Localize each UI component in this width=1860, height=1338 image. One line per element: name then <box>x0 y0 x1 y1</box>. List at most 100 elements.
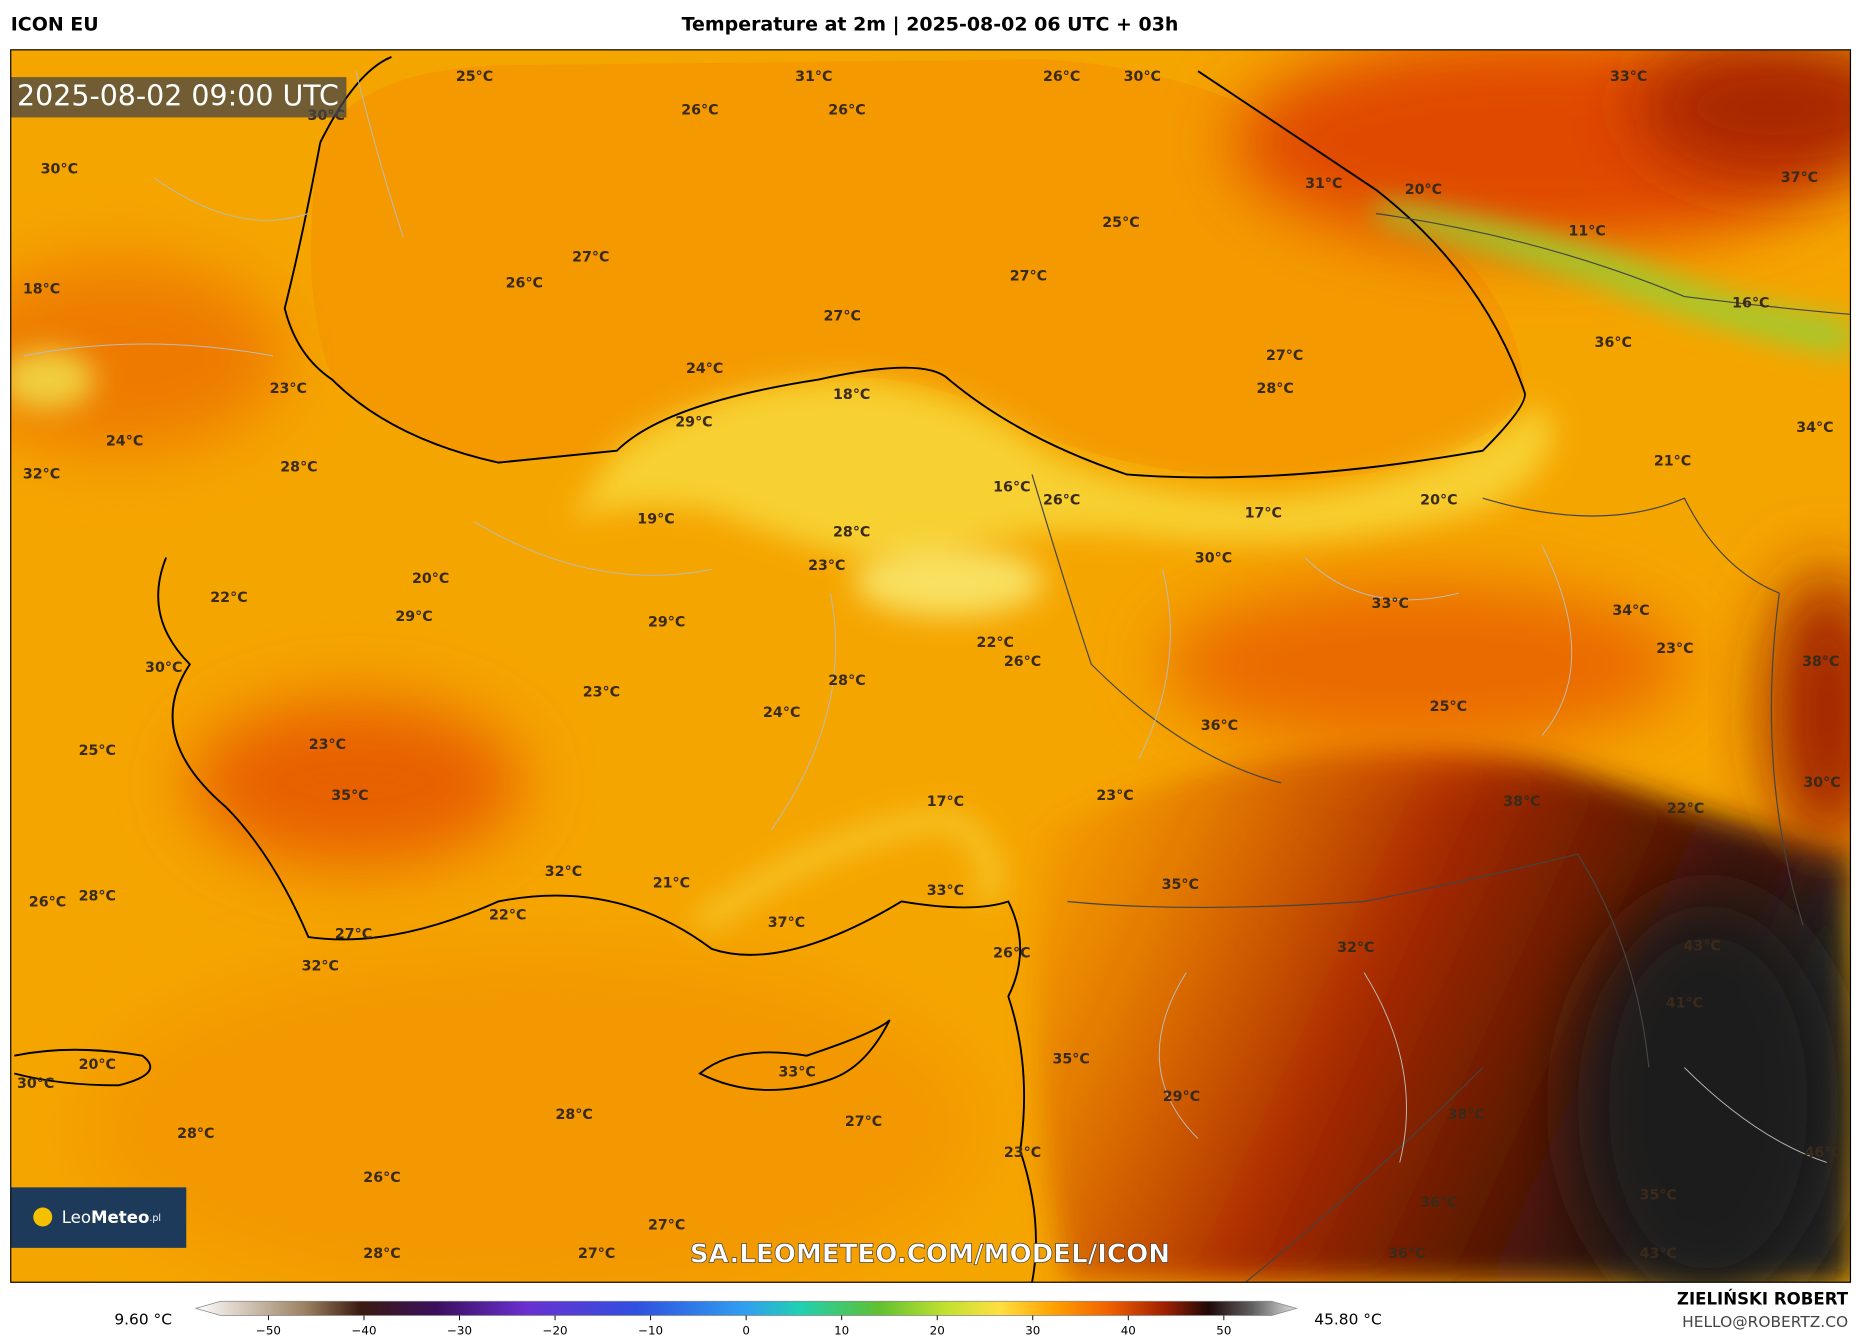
temperature-label: 31°C <box>1305 176 1342 192</box>
temperature-label: 26°C <box>1004 654 1041 670</box>
temperature-label: 25°C <box>1430 699 1467 715</box>
temperature-label: 20°C <box>412 571 449 587</box>
temperature-label: 29°C <box>1163 1089 1200 1105</box>
time-box <box>10 77 347 118</box>
temperature-label: 38°C <box>1802 654 1839 670</box>
temperature-label: 24°C <box>106 433 143 449</box>
temperature-label: 33°C <box>1610 69 1647 85</box>
temperature-label: 26°C <box>506 275 543 291</box>
temperature-label: 27°C <box>845 1114 882 1130</box>
temperature-label: 27°C <box>578 1246 615 1262</box>
temperature-label: 30°C <box>1803 775 1840 791</box>
temperature-label: 32°C <box>23 466 60 482</box>
temperature-label: 17°C <box>1245 506 1282 522</box>
temperature-label: 30°C <box>41 162 78 178</box>
temperature-label: 30°C <box>1195 551 1232 567</box>
temperature-label: 25°C <box>79 743 116 759</box>
temperature-label: 26°C <box>29 895 66 911</box>
temperature-label: 23°C <box>583 685 620 701</box>
temperature-label: 33°C <box>927 883 964 899</box>
temperature-label: 28°C <box>833 525 870 541</box>
temperature-label: 22°C <box>1667 801 1704 817</box>
temperature-label: 22°C <box>489 908 526 924</box>
temperature-label: 20°C <box>1420 493 1457 509</box>
temperature-label: 21°C <box>1654 453 1691 469</box>
temperature-label: 27°C <box>824 309 861 325</box>
temperature-label: 35°C <box>331 788 368 804</box>
temperature-label: 32°C <box>1337 940 1374 956</box>
temperature-label: 35°C <box>1640 1188 1677 1204</box>
temperature-label: 29°C <box>675 414 712 430</box>
temperature-label: 38°C <box>1447 1107 1484 1123</box>
email: HELLO@ROBERTZ.CO <box>1682 1313 1848 1331</box>
temperature-label: 27°C <box>1266 348 1303 364</box>
temperature-label: 20°C <box>79 1057 116 1073</box>
temperature-label: 28°C <box>555 1107 592 1123</box>
logo-sun <box>33 1207 53 1227</box>
colorbar-tick-label: 0 <box>742 1323 750 1337</box>
temperature-label: 21°C <box>653 876 690 892</box>
temperature-label: 22°C <box>210 590 247 606</box>
temperature-label: 24°C <box>763 705 800 721</box>
temperature-label: 35°C <box>1162 877 1199 893</box>
watermark: SA.LEOMETEO.COM/MODEL/ICON <box>690 1239 1170 1269</box>
temperature-label: 36°C <box>1595 335 1632 351</box>
temperature-label: 29°C <box>395 609 432 625</box>
temperature-label: 23°C <box>808 558 845 574</box>
temperature-label: 33°C <box>778 1064 815 1080</box>
temperature-label: 28°C <box>280 459 317 475</box>
temperature-label: 28°C <box>828 673 865 689</box>
colorbar-max: 45.80 °C <box>1314 1311 1381 1329</box>
temperature-label: 30°C <box>1124 69 1161 85</box>
temperature-label: 23°C <box>309 737 346 753</box>
temperature-label: 23°C <box>1656 641 1693 657</box>
temperature-label: 43°C <box>1640 1246 1677 1262</box>
colorbar-tick-label: 10 <box>834 1323 849 1337</box>
temperature-label: 38°C <box>1503 794 1540 810</box>
temperature-label: 19°C <box>637 512 674 528</box>
temperature-label: 23°C <box>270 381 307 397</box>
logo-text: LeoMeteo.pl <box>62 1208 161 1227</box>
colorbar: −50 −40 −30 −20 −10 0 10 20 30 40 50 <box>194 1300 1298 1337</box>
map-frame <box>10 49 1852 1283</box>
temperature-label: 26°C <box>993 946 1030 962</box>
temperature-label: 25°C <box>456 69 493 85</box>
temperature-label: 36°C <box>1420 1195 1457 1211</box>
temperature-label: 17°C <box>927 794 964 810</box>
temperature-label: 27°C <box>572 249 609 265</box>
temperature-label: 28°C <box>79 889 116 905</box>
colorbar-tick-label: 30 <box>1025 1323 1040 1337</box>
temperature-label: 16°C <box>1732 296 1769 312</box>
temperature-label: 26°C <box>828 102 865 118</box>
temperature-label: 29°C <box>648 615 685 631</box>
temperature-label: 32°C <box>545 864 582 880</box>
temperature-label: 20°C <box>1405 182 1442 198</box>
temperature-label: 34°C <box>1612 603 1649 619</box>
temperature-label: 28°C <box>1257 381 1294 397</box>
temperature-label: 37°C <box>768 915 805 931</box>
temperature-label: 26°C <box>681 102 718 118</box>
colorbar-tick-label: 40 <box>1121 1323 1136 1337</box>
map: 25°C 31°C 26°C 30°C 33°C 26°C 26°C 30°C 30°C 31°C… <box>10 49 1851 1283</box>
colorbar-tick-label: 20 <box>930 1323 945 1337</box>
temperature-label: 24°C <box>686 361 723 377</box>
temperature-label: 46°C <box>1805 1145 1842 1161</box>
valid-time: 2025-08-02 09:00 UTC <box>17 79 339 112</box>
temperature-label: 27°C <box>335 927 372 943</box>
temperature-label: 36°C <box>1388 1246 1425 1262</box>
temperature-label: 28°C <box>177 1126 214 1142</box>
author: ZIELIŃSKI ROBERT <box>1677 1290 1849 1309</box>
temperature-label: 26°C <box>363 1170 400 1186</box>
colorbar-tick-label: 50 <box>1216 1323 1231 1337</box>
temperature-label: 26°C <box>1043 69 1080 85</box>
temperature-label: 37°C <box>1781 170 1818 186</box>
temperature-label: 26°C <box>1043 493 1080 509</box>
temperature-label: 18°C <box>23 281 60 297</box>
colorbar-tick-label: −50 <box>256 1323 281 1337</box>
temperature-label: 30°C <box>145 660 182 676</box>
temperature-label: 23°C <box>1004 1145 1041 1161</box>
temperature-label: 30°C <box>17 1076 54 1092</box>
temperature-label: 32°C <box>302 959 339 975</box>
temperature-label: 28°C <box>363 1246 400 1262</box>
